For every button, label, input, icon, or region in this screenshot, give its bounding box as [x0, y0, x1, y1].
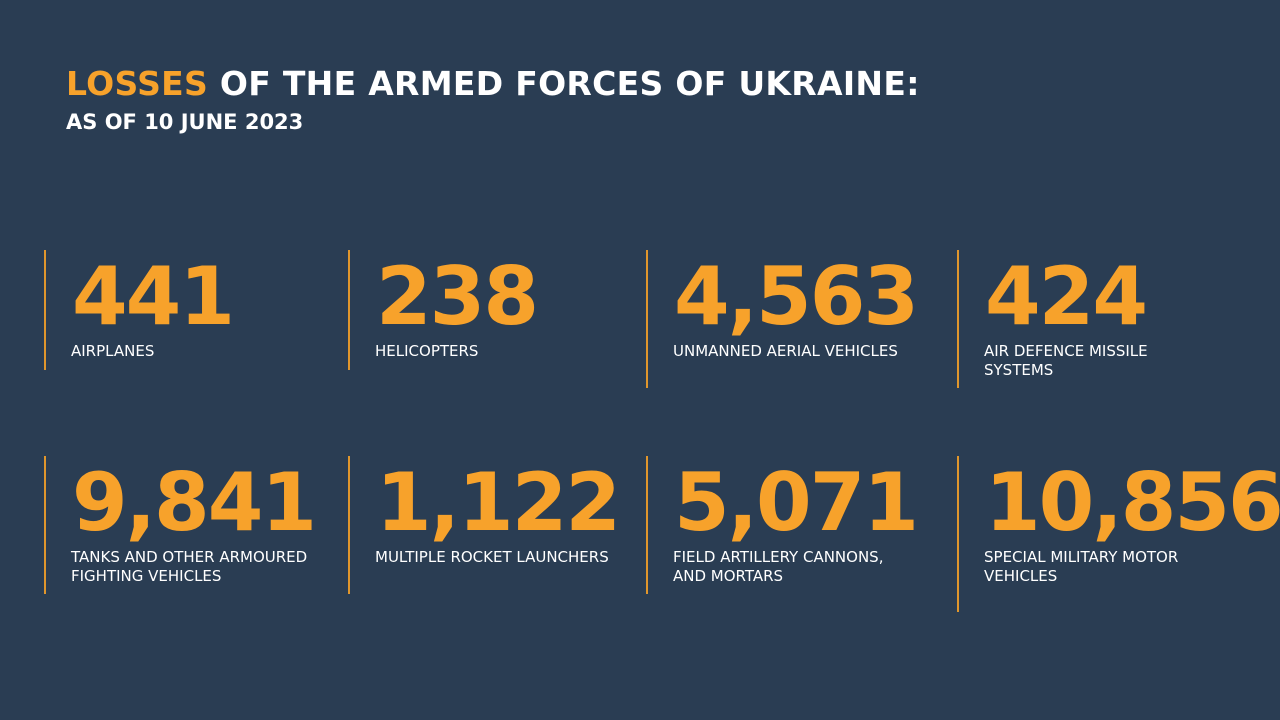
stat-label: TANKS AND OTHER ARMOURED FIGHTING VEHICL…	[71, 548, 308, 585]
stat-value: 424	[985, 250, 1148, 343]
stat-value: 9,841	[72, 456, 317, 549]
stat-unmanned-aerial-vehicles: 4,563 UNMANNED AERIAL VEHICLES	[646, 250, 946, 388]
stat-value: 441	[72, 250, 235, 343]
stat-air-defence-missile-systems: 424 AIR DEFENCE MISSILE SYSTEMS	[957, 250, 1257, 388]
stat-label: AIRPLANES	[71, 342, 155, 360]
title-accent: LOSSES	[66, 64, 209, 103]
page-title: LOSSES OF THE ARMED FORCES OF UKRAINE:	[66, 62, 920, 106]
stat-label: FIELD ARTILLERY CANNONS, AND MORTARS	[673, 548, 884, 585]
title-rest: OF THE ARMED FORCES OF UKRAINE:	[208, 64, 920, 103]
stat-multiple-rocket-launchers: 1,122 MULTIPLE ROCKET LAUNCHERS	[348, 456, 638, 594]
stat-value: 1,122	[376, 456, 621, 549]
page-subtitle: AS OF 10 JUNE 2023	[66, 110, 304, 134]
stat-field-artillery: 5,071 FIELD ARTILLERY CANNONS, AND MORTA…	[646, 456, 946, 594]
stat-label: UNMANNED AERIAL VEHICLES	[673, 342, 898, 360]
stat-label: HELICOPTERS	[375, 342, 479, 360]
stat-value: 4,563	[674, 250, 919, 343]
stat-airplanes: 441 AIRPLANES	[44, 250, 294, 370]
stat-helicopters: 238 HELICOPTERS	[348, 250, 628, 370]
stat-tanks-and-armoured-vehicles: 9,841 TANKS AND OTHER ARMOURED FIGHTING …	[44, 456, 334, 594]
stat-value: 10,856	[985, 456, 1280, 549]
stat-value: 5,071	[674, 456, 919, 549]
stat-label: SPECIAL MILITARY MOTOR VEHICLES	[984, 548, 1179, 585]
stat-special-military-motor-vehicles: 10,856 SPECIAL MILITARY MOTOR VEHICLES	[957, 456, 1280, 612]
stat-value: 238	[376, 250, 539, 343]
stat-label: MULTIPLE ROCKET LAUNCHERS	[375, 548, 609, 566]
stat-label: AIR DEFENCE MISSILE SYSTEMS	[984, 342, 1148, 379]
